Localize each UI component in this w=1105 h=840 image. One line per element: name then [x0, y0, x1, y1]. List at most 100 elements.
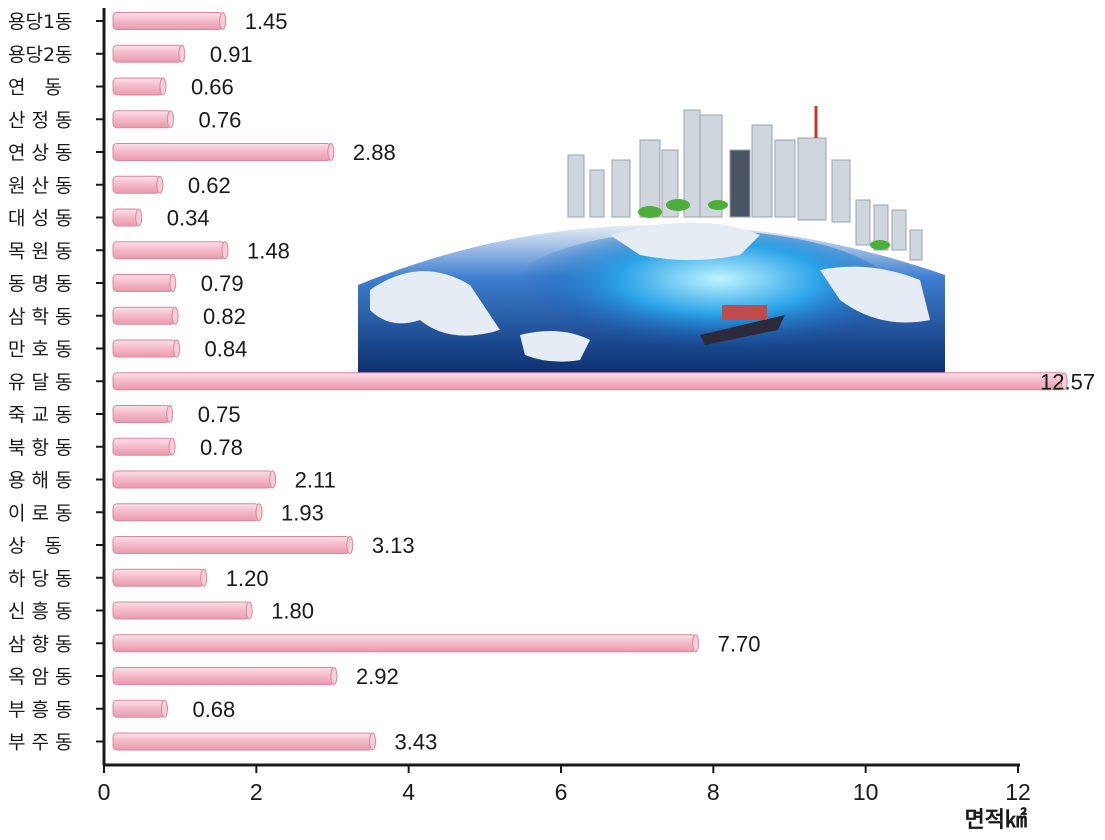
value-label: 0.78: [200, 435, 243, 460]
bar-cap: [135, 208, 143, 227]
category-label: 목 원 동: [8, 240, 73, 262]
x-tick-label: 12: [1005, 779, 1031, 805]
bar-cap: [245, 601, 253, 620]
bar: [112, 634, 697, 653]
bar-cap: [167, 110, 175, 129]
bar: [112, 241, 226, 260]
category-label: 대 성 동: [8, 208, 73, 230]
bar: [112, 536, 351, 554]
bar-cap: [269, 470, 277, 489]
bar-cap: [219, 12, 227, 30]
bar: [112, 110, 172, 129]
category-label: 신 흥 동: [8, 601, 73, 623]
bar-cap: [173, 339, 181, 358]
bar: [112, 274, 174, 292]
category-label: 상 동: [8, 535, 62, 557]
bar: [112, 699, 165, 718]
category-label: 유 달 동: [8, 371, 73, 393]
bar: [112, 732, 374, 751]
x-tick-label: 0: [98, 779, 111, 805]
bar: [112, 437, 173, 456]
category-label: 산 정 동: [8, 109, 73, 131]
x-tick-label: 8: [707, 779, 720, 805]
bars-layer: [112, 12, 1068, 751]
bar-cap: [327, 143, 335, 161]
value-label: 0.66: [191, 75, 234, 100]
bar: [112, 568, 205, 587]
category-label: 동 명 동: [8, 273, 73, 295]
bar: [112, 143, 332, 161]
value-label: 2.92: [356, 664, 399, 689]
category-label: 연 동: [8, 77, 62, 99]
bar: [112, 405, 171, 423]
value-label: 2.88: [353, 140, 396, 165]
category-label: 옥 암 동: [8, 666, 73, 688]
cargo-ship-icon: [700, 305, 785, 345]
bar: [112, 667, 335, 685]
bar: [112, 44, 183, 63]
bar: [112, 306, 176, 325]
x-tick-label: 2: [250, 779, 263, 805]
value-label: 1.45: [245, 9, 288, 34]
bar: [112, 77, 164, 96]
value-label: 7.70: [718, 631, 761, 656]
value-label: 0.76: [199, 107, 242, 132]
value-label: 0.82: [203, 304, 246, 329]
x-axis-unit-label: 면적㎢: [964, 808, 1027, 833]
bar-cap: [255, 503, 263, 522]
value-label: 1.48: [247, 238, 290, 263]
x-tick-label: 6: [555, 779, 568, 805]
category-label: 연 상 동: [8, 142, 73, 164]
category-label: 삼 학 동: [8, 306, 73, 328]
bar-cap: [166, 405, 174, 423]
bar: [112, 601, 250, 620]
category-label: 죽 교 동: [8, 404, 73, 426]
bar-cap: [346, 536, 354, 554]
bar: [112, 175, 161, 194]
category-label: 부 주 동: [8, 732, 73, 754]
value-label: 0.75: [198, 402, 241, 427]
bar-cap: [692, 634, 700, 653]
globe-city-illustration: [358, 106, 945, 375]
bar-cap: [156, 175, 164, 194]
x-ticks-layer: 0 2 4 6 8 10 12: [98, 765, 1031, 805]
x-tick-label: 10: [853, 779, 879, 805]
category-label: 삼 향 동: [8, 633, 73, 655]
bar: [112, 503, 260, 522]
bar-cap: [169, 274, 177, 292]
bar-cap: [178, 44, 186, 63]
value-label: 0.91: [210, 42, 253, 67]
bar: [112, 372, 1065, 391]
bar-cap: [200, 568, 208, 587]
bar: [112, 12, 224, 30]
category-label: 북 항 동: [8, 437, 73, 459]
category-label: 만 호 동: [8, 339, 73, 361]
bar-cap: [330, 667, 338, 685]
value-label: 3.43: [395, 730, 438, 755]
value-label: 12.57: [1040, 369, 1095, 394]
bar: [112, 208, 140, 227]
bar-cap: [171, 306, 179, 325]
value-label: 1.20: [226, 566, 269, 591]
bar-cap: [159, 77, 167, 96]
value-label: 1.80: [271, 599, 314, 624]
value-label: 0.34: [167, 206, 210, 231]
bar: [112, 470, 274, 489]
value-label: 1.93: [281, 500, 324, 525]
category-label: 용당2동: [8, 44, 73, 66]
value-label: 0.84: [205, 337, 248, 362]
city-skyline-icon: [567, 106, 923, 261]
value-label: 3.13: [372, 533, 415, 558]
bar-cap: [1060, 372, 1068, 391]
value-label: 0.68: [192, 697, 235, 722]
value-label: 0.79: [201, 271, 244, 296]
bar: [112, 339, 178, 358]
category-label: 원 산 동: [8, 175, 73, 197]
value-label: 2.11: [295, 468, 336, 493]
bar-cap: [168, 437, 176, 456]
category-label: 용 해 동: [8, 470, 73, 492]
x-tick-label: 4: [402, 779, 415, 805]
category-label: 이 로 동: [8, 502, 73, 524]
value-label: 0.62: [188, 173, 231, 198]
